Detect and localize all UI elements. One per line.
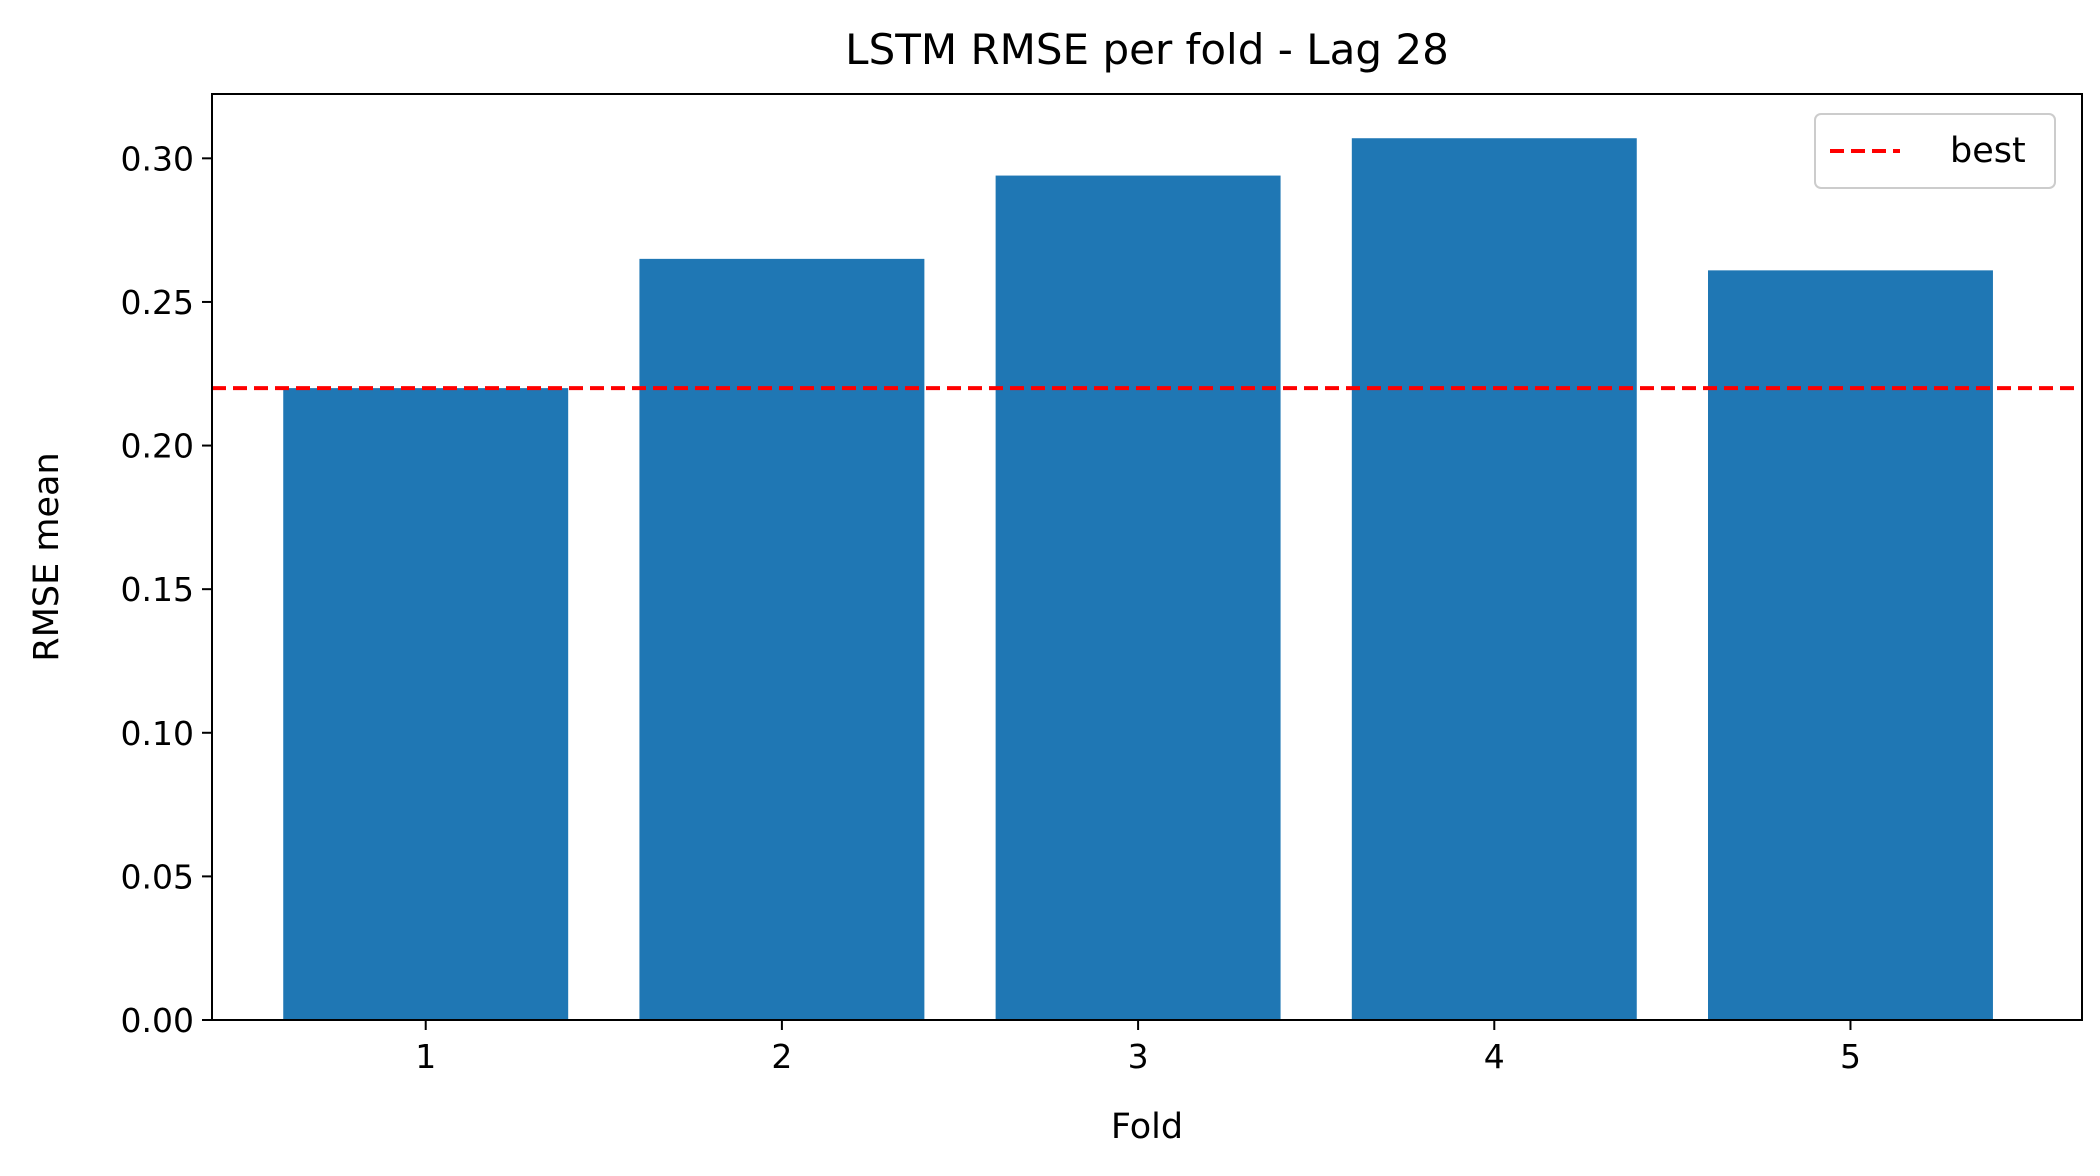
x-tick-label: 2 <box>771 1037 792 1076</box>
legend-box <box>1814 113 2056 189</box>
x-tick-label: 3 <box>1128 1037 1149 1076</box>
y-tick-label: 0.05 <box>121 857 194 896</box>
y-tick-label: 0.00 <box>121 1001 194 1040</box>
x-tick-label: 5 <box>1840 1037 1861 1076</box>
y-tick-label: 0.25 <box>121 283 194 322</box>
y-tick-label: 0.10 <box>121 714 194 753</box>
bar-fold-3 <box>995 175 1281 1020</box>
y-axis-ticks: 0.00 0.05 0.10 0.15 0.20 0.25 0.30 <box>121 139 212 1040</box>
plot-frame <box>211 93 2083 1021</box>
y-axis-label: RMSE mean <box>27 452 67 661</box>
legend-label-best: best <box>1950 131 2026 171</box>
y-tick-label: 0.30 <box>121 139 194 178</box>
bar-fold-1 <box>283 388 569 1020</box>
bar-fold-5 <box>1708 270 1993 1020</box>
x-tick-label: 4 <box>1484 1037 1505 1076</box>
y-tick-label: 0.15 <box>121 570 194 609</box>
x-axis-ticks: 1 2 3 4 5 <box>415 1020 1861 1076</box>
legend: best <box>1814 113 2056 189</box>
chart-title: LSTM RMSE per fold - Lag 28 <box>845 25 1449 74</box>
bar-fold-4 <box>1351 138 1637 1021</box>
x-tick-label: 1 <box>415 1037 436 1076</box>
bars-group <box>283 138 1993 1021</box>
bar-fold-2 <box>639 258 925 1021</box>
x-axis-label: Fold <box>1111 1107 1183 1147</box>
y-tick-label: 0.20 <box>121 427 194 466</box>
